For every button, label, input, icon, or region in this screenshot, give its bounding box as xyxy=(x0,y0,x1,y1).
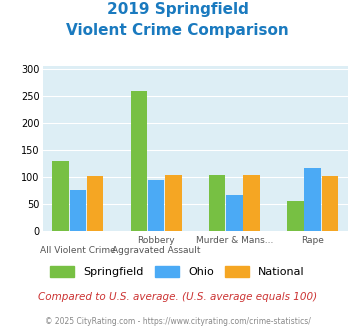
Bar xyxy=(226,195,242,231)
Bar xyxy=(131,91,147,231)
Bar xyxy=(209,175,225,231)
Bar xyxy=(287,201,304,231)
Bar xyxy=(87,176,103,231)
Bar xyxy=(53,161,69,231)
Bar xyxy=(322,176,338,231)
Bar xyxy=(148,180,164,231)
Bar xyxy=(70,190,86,231)
Legend: Springfield, Ohio, National: Springfield, Ohio, National xyxy=(45,261,310,281)
Bar xyxy=(244,175,260,231)
Text: Violent Crime Comparison: Violent Crime Comparison xyxy=(66,23,289,38)
Text: Murder & Mans...: Murder & Mans... xyxy=(196,236,273,245)
Bar xyxy=(165,175,181,231)
Bar xyxy=(305,168,321,231)
Text: Aggravated Assault: Aggravated Assault xyxy=(112,246,200,255)
Text: All Violent Crime: All Violent Crime xyxy=(40,246,116,255)
Text: © 2025 CityRating.com - https://www.cityrating.com/crime-statistics/: © 2025 CityRating.com - https://www.city… xyxy=(45,317,310,326)
Text: Compared to U.S. average. (U.S. average equals 100): Compared to U.S. average. (U.S. average … xyxy=(38,292,317,302)
Text: 2019 Springfield: 2019 Springfield xyxy=(106,2,248,16)
Text: Robbery: Robbery xyxy=(137,236,175,245)
Text: Rape: Rape xyxy=(301,236,324,245)
